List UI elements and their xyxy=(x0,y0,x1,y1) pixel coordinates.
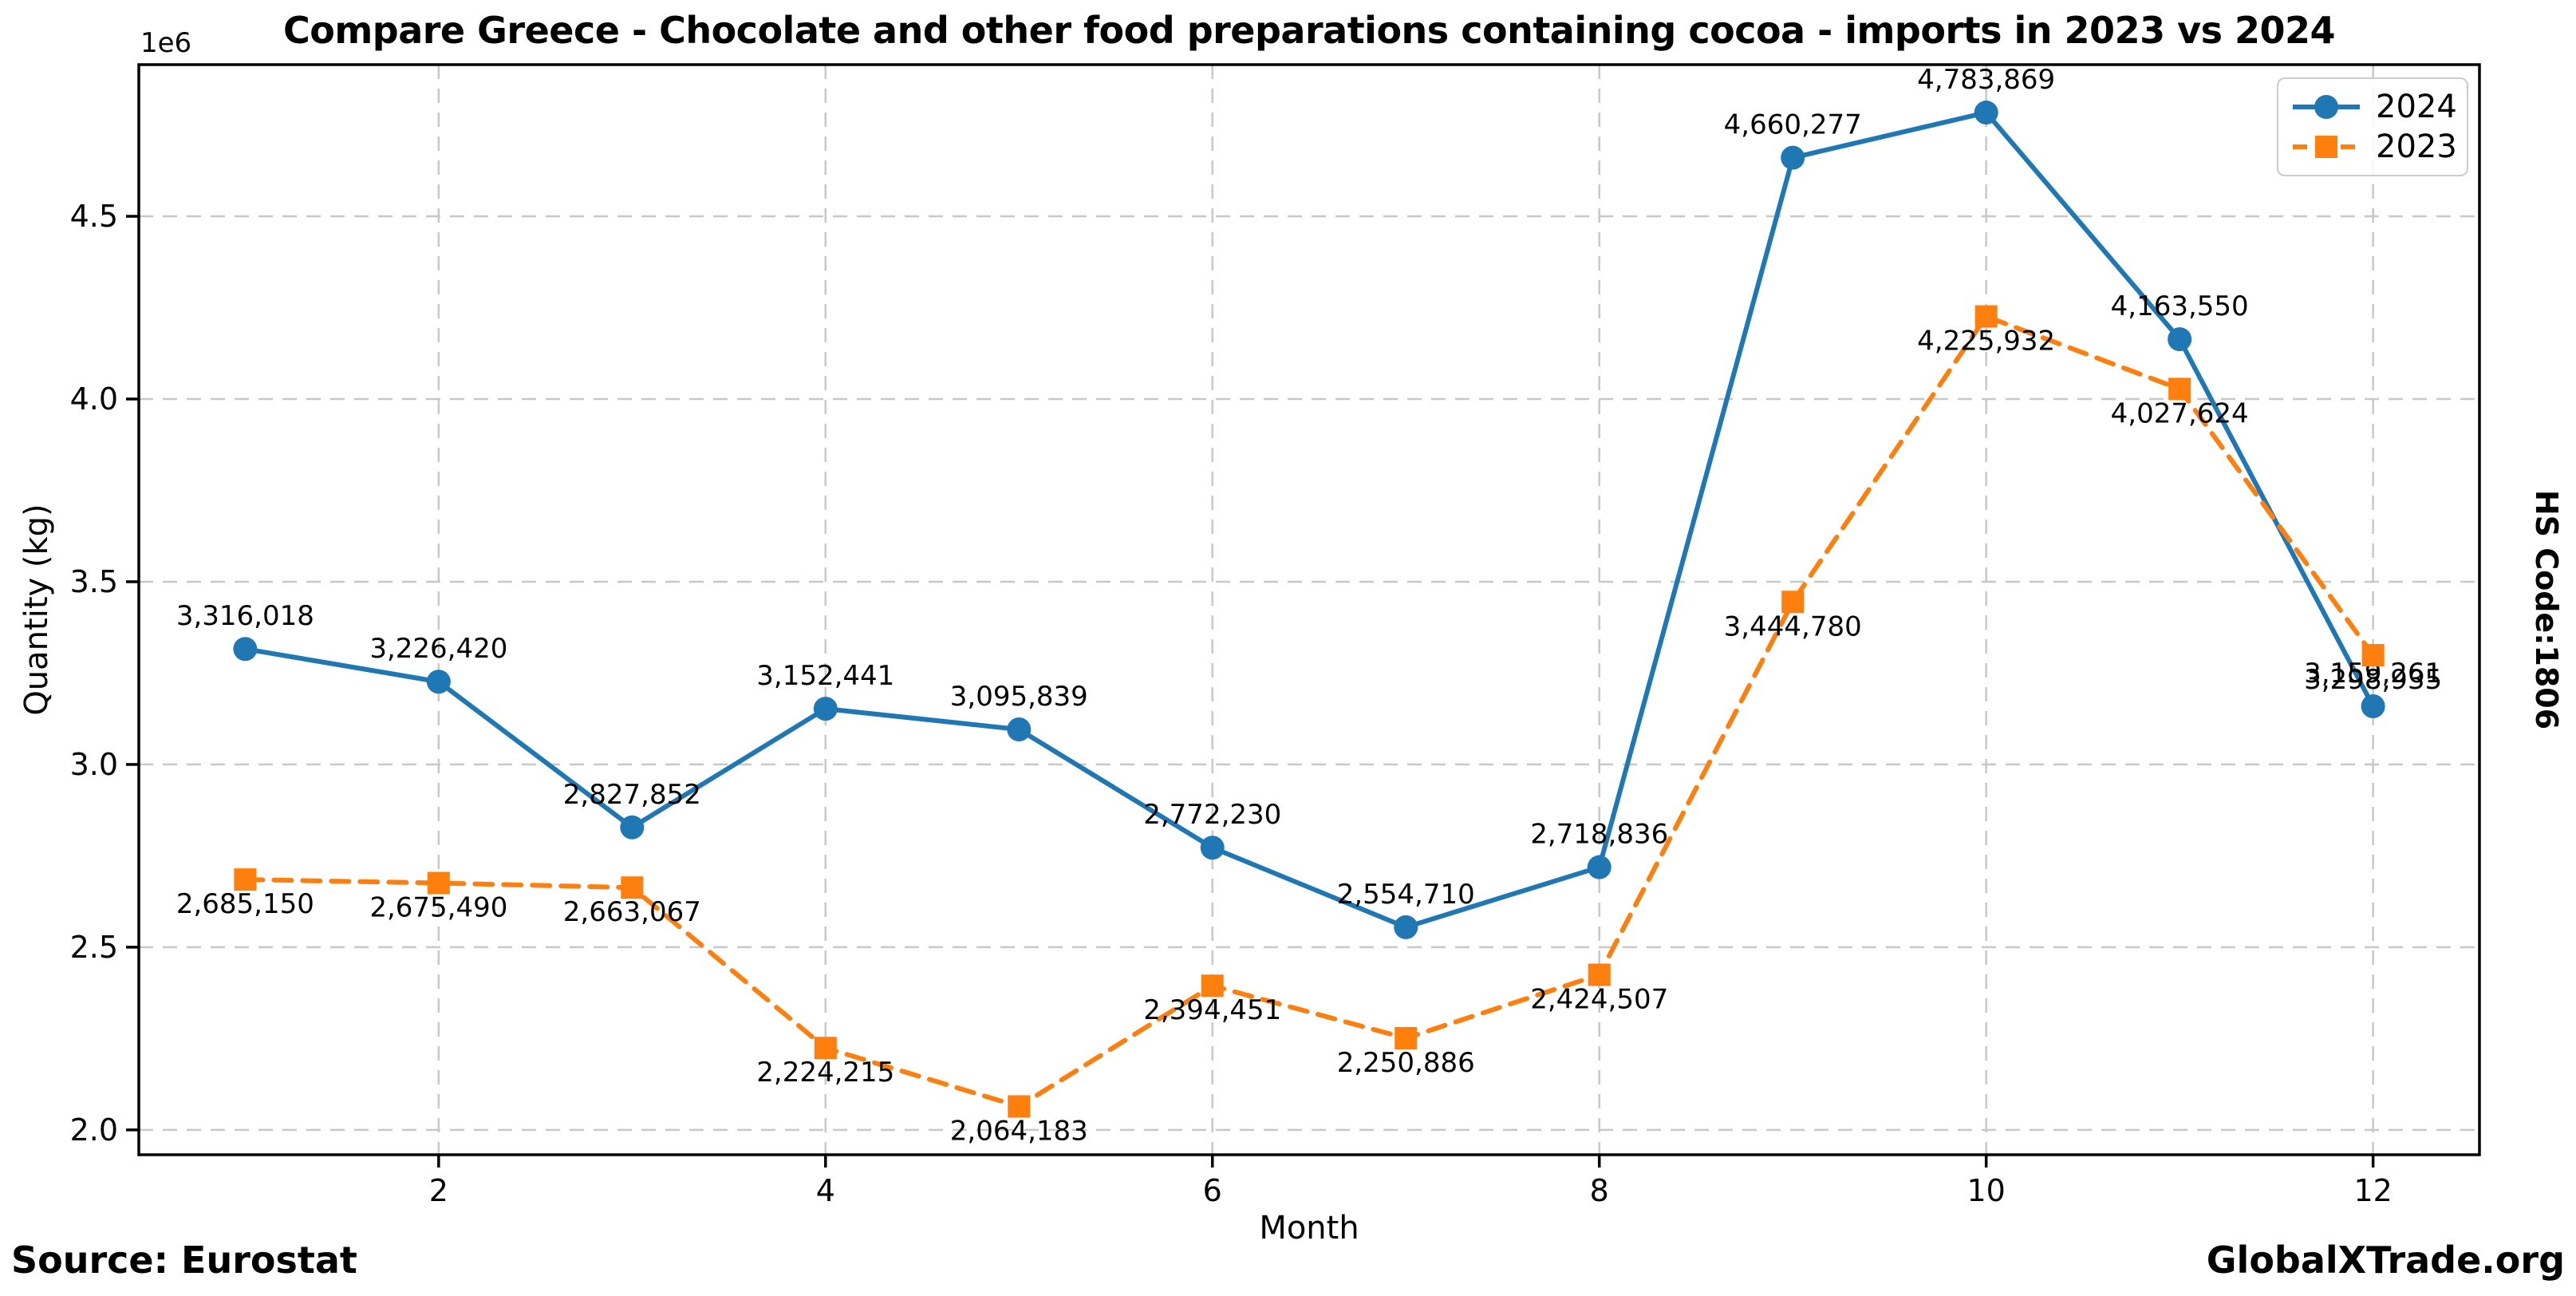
x-tick-label-8: 8 xyxy=(1590,1173,1609,1208)
marker-2024-m8 xyxy=(1587,855,1611,879)
marker-2023-m9 xyxy=(1781,591,1805,614)
y-tick-label-3.5: 3.5 xyxy=(70,564,118,599)
legend: 2024 2023 xyxy=(2277,77,2468,176)
brand-text: GlobalXTrade.org xyxy=(2206,1239,2565,1282)
marker-2024-m5 xyxy=(1007,717,1032,742)
marker-2023-m10 xyxy=(1974,305,1998,328)
x-tick-label-10: 10 xyxy=(1967,1173,2005,1208)
value-label-2023-m1: 2,685,150 xyxy=(176,888,314,920)
marker-2023-m12 xyxy=(2361,644,2385,667)
marker-2024-m12 xyxy=(2361,694,2385,719)
legend-marker-2023 xyxy=(2315,136,2337,159)
marker-2023-m6 xyxy=(1201,974,1224,998)
value-label-2023-m11: 4,027,624 xyxy=(2111,397,2249,429)
value-label-2023-m6: 2,394,451 xyxy=(1143,994,1281,1026)
marker-2024-m7 xyxy=(1394,915,1418,939)
marker-2024-m1 xyxy=(233,637,258,662)
hs-code-label: HS Code:1806 xyxy=(2529,489,2564,730)
x-tick-label-12: 12 xyxy=(2353,1173,2392,1208)
value-label-2024-m2: 3,226,420 xyxy=(369,633,507,665)
value-label-2023-m2: 2,675,490 xyxy=(369,892,507,924)
y-tick-label-2.5: 2.5 xyxy=(70,930,118,965)
y-tick-label-4.5: 4.5 xyxy=(70,199,118,234)
chart-title: Compare Greece - Chocolate and other foo… xyxy=(282,9,2336,52)
value-label-2024-m9: 4,660,277 xyxy=(1724,109,1862,141)
value-label-2023-m8: 2,424,507 xyxy=(1530,983,1668,1015)
value-label-2023-m5: 2,064,183 xyxy=(950,1115,1088,1147)
y-tick-label-4.0: 4.0 xyxy=(70,381,118,417)
value-label-2024-m4: 3,152,441 xyxy=(756,660,894,692)
series-line-2023 xyxy=(243,314,2376,1109)
value-label-2023-m9: 3,444,780 xyxy=(1724,610,1862,642)
value-label-2024-m10: 4,783,869 xyxy=(1917,64,2055,96)
value-label-2024-m6: 2,772,230 xyxy=(1143,799,1281,831)
x-axis-label: Month xyxy=(1259,1210,1359,1247)
marker-2023-m3 xyxy=(621,876,644,899)
x-tick-label-2: 2 xyxy=(429,1173,448,1208)
marker-2023-m2 xyxy=(427,871,450,895)
value-label-2023-m12: 3,298,935 xyxy=(2304,664,2442,696)
legend-swatch-2023 xyxy=(2293,136,2360,159)
y-tick-label-2.0: 2.0 xyxy=(70,1112,118,1148)
legend-label-2024: 2024 xyxy=(2376,88,2457,125)
marker-2024-m2 xyxy=(426,670,451,694)
legend-entry-2023: 2023 xyxy=(2290,128,2457,166)
value-label-2023-m10: 4,225,932 xyxy=(1917,326,2055,358)
value-label-2023-m7: 2,250,886 xyxy=(1337,1047,1475,1079)
value-label-2023-m3: 2,663,067 xyxy=(563,896,701,928)
marker-2023-m8 xyxy=(1588,963,1611,986)
legend-entry-2024: 2024 xyxy=(2290,88,2457,125)
marker-2023-m7 xyxy=(1395,1026,1418,1049)
value-label-2023-m4: 2,224,215 xyxy=(756,1057,894,1089)
value-label-2024-m5: 3,095,839 xyxy=(950,681,1088,713)
value-label-2024-m8: 2,718,836 xyxy=(1530,819,1668,851)
marker-2024-m3 xyxy=(620,815,645,840)
value-label-2024-m7: 2,554,710 xyxy=(1337,879,1475,911)
x-tick-label-4: 4 xyxy=(816,1173,835,1208)
marker-2024-m9 xyxy=(1781,145,1805,170)
y-axis-offset-label: 1e6 xyxy=(140,27,192,59)
legend-marker-2024 xyxy=(2314,94,2338,119)
marker-2023-m11 xyxy=(2168,377,2191,401)
marker-2024-m6 xyxy=(1200,836,1225,860)
marker-2023-m4 xyxy=(814,1037,837,1060)
y-tick-label-3.0: 3.0 xyxy=(70,747,118,782)
marker-2023-m1 xyxy=(234,868,257,891)
value-label-2024-m11: 4,163,550 xyxy=(2111,290,2249,322)
marker-2024-m4 xyxy=(813,697,838,721)
value-label-2024-m3: 2,827,852 xyxy=(563,779,701,811)
marker-2024-m10 xyxy=(1974,101,1998,125)
x-tick-label-6: 6 xyxy=(1203,1173,1222,1208)
legend-swatch-2024 xyxy=(2293,94,2360,119)
plot-border xyxy=(137,63,2481,1156)
series-line-2024 xyxy=(243,110,2376,930)
marker-2023-m5 xyxy=(1008,1095,1031,1118)
value-label-2024-m1: 3,316,018 xyxy=(176,600,314,632)
legend-label-2023: 2023 xyxy=(2376,128,2457,166)
source-text: Source: Eurostat xyxy=(11,1239,357,1282)
marker-2024-m11 xyxy=(2168,327,2192,352)
